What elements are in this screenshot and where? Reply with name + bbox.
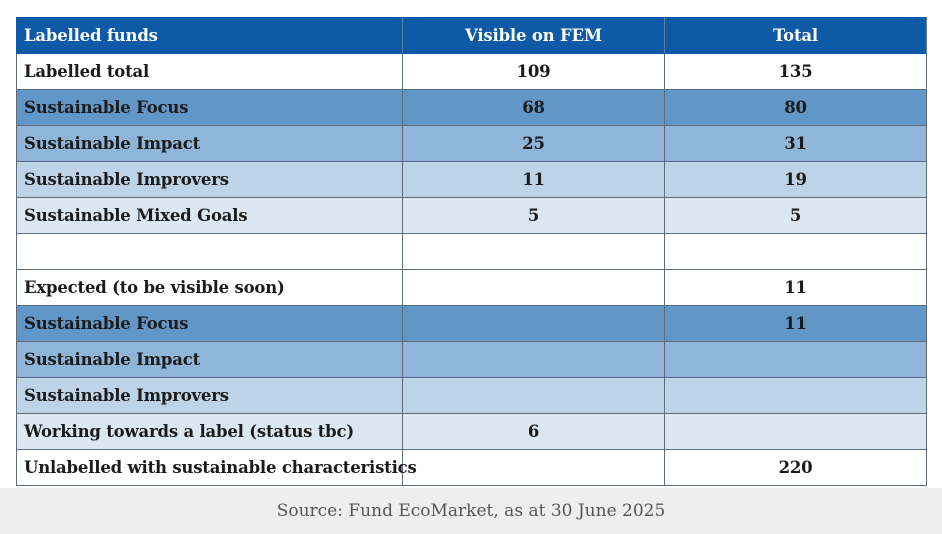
row-total-value: 11 <box>664 269 927 306</box>
labelled-funds-table: Labelled funds Visible on FEM Total Labe… <box>16 17 927 486</box>
row-total-value: 31 <box>664 125 927 162</box>
row-label: Labelled total <box>16 53 403 90</box>
row-visible-value: 5 <box>402 197 665 234</box>
row-total-value <box>664 413 927 450</box>
table-header-row: Labelled funds Visible on FEM Total <box>16 17 927 54</box>
header-total: Total <box>664 17 927 54</box>
row-label <box>16 233 403 270</box>
header-visible-on-fem: Visible on FEM <box>402 17 665 54</box>
table-row: Working towards a label (status tbc) 6 <box>16 413 927 450</box>
row-total-value: 5 <box>664 197 927 234</box>
row-label: Sustainable Focus <box>16 89 403 126</box>
row-label: Working towards a label (status tbc) <box>16 413 403 450</box>
row-label: Sustainable Improvers <box>16 377 403 414</box>
row-visible-value: 11 <box>402 161 665 198</box>
table-row: Expected (to be visible soon) 11 <box>16 269 927 306</box>
header-labelled-funds: Labelled funds <box>16 17 403 54</box>
source-caption: Source: Fund EcoMarket, as at 30 June 20… <box>276 501 666 521</box>
table-row: Sustainable Focus 68 80 <box>16 89 927 126</box>
row-visible-value <box>402 269 665 306</box>
table-row: Sustainable Focus 11 <box>16 305 927 342</box>
table-row-spacer <box>16 233 927 270</box>
row-total-value <box>664 377 927 414</box>
row-visible-value: 109 <box>402 53 665 90</box>
row-visible-value: 6 <box>402 413 665 450</box>
row-visible-value <box>402 449 665 486</box>
row-label: Sustainable Improvers <box>16 161 403 198</box>
row-label: Expected (to be visible soon) <box>16 269 403 306</box>
row-label: Sustainable Impact <box>16 125 403 162</box>
source-footer: Source: Fund EcoMarket, as at 30 June 20… <box>0 488 942 534</box>
row-total-value: 80 <box>664 89 927 126</box>
table-row: Sustainable Improvers 11 19 <box>16 161 927 198</box>
row-total-value <box>664 233 927 270</box>
table-row: Sustainable Impact <box>16 341 927 378</box>
row-visible-value: 68 <box>402 89 665 126</box>
table-row: Sustainable Improvers <box>16 377 927 414</box>
row-visible-value <box>402 341 665 378</box>
row-total-value <box>664 341 927 378</box>
row-total-value: 19 <box>664 161 927 198</box>
row-label: Unlabelled with sustainable characterist… <box>16 449 417 486</box>
row-visible-value <box>402 233 665 270</box>
row-label: Sustainable Mixed Goals <box>16 197 403 234</box>
row-label: Sustainable Focus <box>16 305 403 342</box>
row-label: Sustainable Impact <box>16 341 403 378</box>
row-total-value: 135 <box>664 53 927 90</box>
row-visible-value <box>402 377 665 414</box>
table-row: Unlabelled with sustainable characterist… <box>16 449 927 486</box>
table-row: Labelled total 109 135 <box>16 53 927 90</box>
row-visible-value <box>402 305 665 342</box>
row-total-value: 220 <box>664 449 927 486</box>
row-total-value: 11 <box>664 305 927 342</box>
labelled-funds-table-container: Labelled funds Visible on FEM Total Labe… <box>16 17 927 486</box>
row-visible-value: 25 <box>402 125 665 162</box>
table-row: Sustainable Impact 25 31 <box>16 125 927 162</box>
table-row: Sustainable Mixed Goals 5 5 <box>16 197 927 234</box>
